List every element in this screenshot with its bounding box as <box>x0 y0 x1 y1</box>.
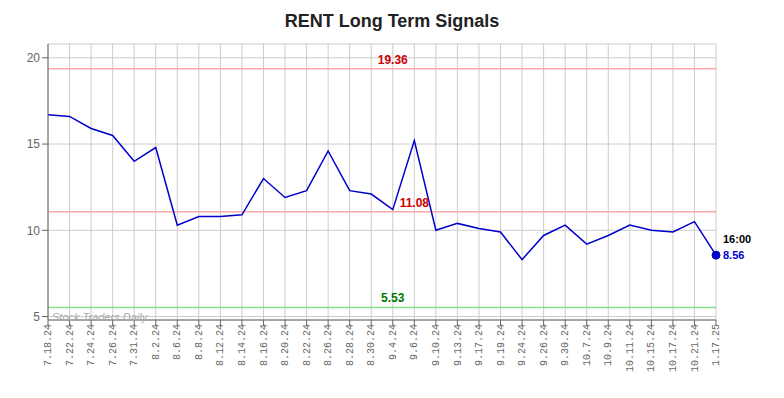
svg-text:9.19.24: 9.19.24 <box>496 324 507 366</box>
svg-text:10.9.24: 10.9.24 <box>603 324 614 366</box>
svg-text:9.24.24: 9.24.24 <box>517 324 528 366</box>
svg-text:5.53: 5.53 <box>381 291 405 305</box>
svg-text:10.11.24: 10.11.24 <box>625 324 636 372</box>
svg-text:5: 5 <box>33 310 40 324</box>
svg-text:16:00: 16:00 <box>723 233 751 245</box>
svg-text:8.2.24: 8.2.24 <box>151 324 162 360</box>
svg-text:20: 20 <box>27 51 41 65</box>
svg-text:11.08: 11.08 <box>400 196 430 210</box>
svg-text:10.17.24: 10.17.24 <box>668 324 679 372</box>
svg-text:15: 15 <box>27 137 41 151</box>
svg-text:Stock Traders Daily: Stock Traders Daily <box>52 311 149 323</box>
svg-text:10.7.24: 10.7.24 <box>582 324 593 366</box>
svg-text:7.18.24: 7.18.24 <box>43 324 54 366</box>
svg-text:9.4.24: 9.4.24 <box>388 324 399 360</box>
svg-text:1.17.25: 1.17.25 <box>711 324 722 366</box>
svg-text:8.26.24: 8.26.24 <box>323 324 334 366</box>
svg-text:9.13.24: 9.13.24 <box>453 324 464 366</box>
svg-text:8.16.24: 8.16.24 <box>259 324 270 366</box>
svg-text:7.22.24: 7.22.24 <box>65 324 76 366</box>
svg-text:9.17.24: 9.17.24 <box>474 324 485 366</box>
svg-text:7.31.24: 7.31.24 <box>129 324 140 366</box>
svg-text:8.28.24: 8.28.24 <box>345 324 356 366</box>
svg-text:8.8.24: 8.8.24 <box>194 324 205 360</box>
svg-text:8.12.24: 8.12.24 <box>215 324 226 366</box>
svg-text:10: 10 <box>27 224 41 238</box>
svg-text:9.30.24: 9.30.24 <box>560 324 571 366</box>
svg-text:9.10.24: 9.10.24 <box>431 324 442 366</box>
svg-text:8.56: 8.56 <box>723 249 744 261</box>
svg-text:8.6.24: 8.6.24 <box>172 324 183 360</box>
html-text:RENT Long Term Signals: RENT Long Term Signals <box>284 11 500 31</box>
svg-text:10.21.24: 10.21.24 <box>690 324 701 372</box>
svg-text:9.6.24: 9.6.24 <box>409 324 420 360</box>
svg-text:8.22.24: 8.22.24 <box>302 324 313 366</box>
svg-text:19.36: 19.36 <box>378 53 408 67</box>
svg-text:8.14.24: 8.14.24 <box>237 324 248 366</box>
svg-text:7.26.24: 7.26.24 <box>108 324 119 366</box>
svg-text:8.30.24: 8.30.24 <box>366 324 377 366</box>
svg-text:9.26.24: 9.26.24 <box>539 324 550 366</box>
svg-text:7.24.24: 7.24.24 <box>86 324 97 366</box>
svg-text:10.15.24: 10.15.24 <box>646 324 657 372</box>
svg-text:8.20.24: 8.20.24 <box>280 324 291 366</box>
